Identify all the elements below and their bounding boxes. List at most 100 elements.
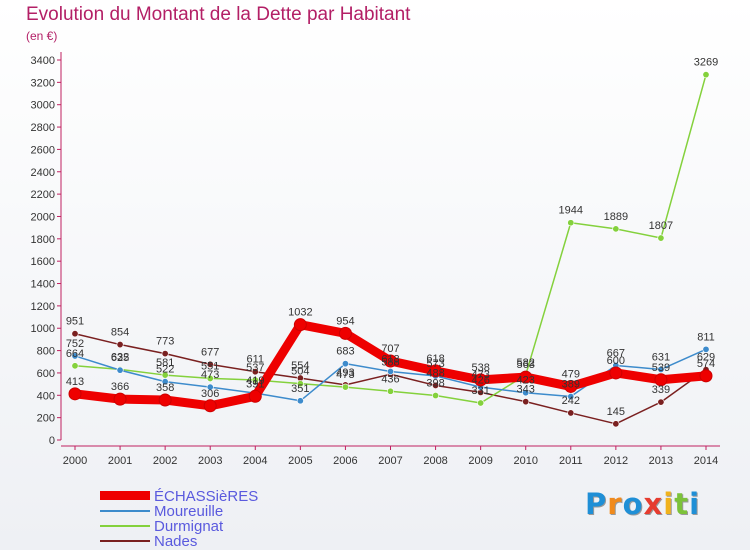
y-tick-label-1600: 1600 — [31, 256, 55, 268]
x-tick-label-2004: 2004 — [243, 455, 267, 467]
series-1-point-2003 — [206, 383, 214, 391]
series-0-point-2010 — [519, 370, 533, 384]
y-tick-label-600: 600 — [37, 368, 55, 380]
x-tick-label-2007: 2007 — [378, 455, 402, 467]
series-0-point-2011 — [564, 379, 578, 393]
series-1-point-2001 — [116, 366, 124, 374]
data-label-2-2013: 1807 — [649, 220, 673, 232]
x-tick-label-2001: 2001 — [108, 455, 132, 467]
legend-swatch-nades — [100, 540, 150, 542]
x-tick-label-2009: 2009 — [468, 455, 492, 467]
series-3-point-2011 — [567, 409, 575, 417]
legend-swatch-echassieres — [100, 491, 150, 500]
y-tick-label-2000: 2000 — [31, 211, 55, 223]
data-label-0-2000: 413 — [66, 376, 84, 388]
data-label-2-2002: 581 — [156, 357, 174, 369]
series-0-point-2000 — [68, 387, 82, 401]
data-label-0-2005: 1032 — [288, 307, 312, 319]
data-label-3-2011: 242 — [562, 395, 580, 407]
series-1-point-2005 — [296, 397, 304, 405]
data-label-0-2014: 574 — [697, 358, 715, 370]
series-2-point-2000 — [71, 362, 79, 370]
data-label-0-2003: 306 — [201, 388, 219, 400]
data-label-1-2001: 625 — [111, 352, 129, 364]
series-2-point-2009 — [477, 399, 485, 407]
data-label-2-2000: 664 — [66, 348, 84, 360]
data-label-1-2013: 631 — [652, 351, 670, 363]
data-label-2-2004: 537 — [246, 362, 264, 374]
data-label-3-2002: 773 — [156, 336, 174, 348]
series-2-point-2013 — [657, 234, 665, 242]
data-label-3-2000: 951 — [66, 316, 84, 328]
data-label-2-2010: 582 — [517, 357, 535, 369]
data-label-3-2006: 493 — [336, 367, 354, 379]
proxiti-logo: Proxiti — [585, 487, 701, 521]
series-1-point-2000 — [71, 352, 79, 360]
series-2-point-2004 — [251, 376, 259, 384]
x-tick-label-2003: 2003 — [198, 455, 222, 467]
data-label-1-2010: 423 — [517, 375, 535, 387]
series-2-point-2007 — [386, 387, 394, 395]
series-1-point-2006 — [341, 360, 349, 368]
data-label-0-2004: 391 — [246, 378, 264, 390]
data-label-2-2009: 331 — [471, 385, 489, 397]
series-0-point-2006 — [338, 326, 352, 340]
x-tick-label-2000: 2000 — [63, 455, 87, 467]
y-tick-label-1000: 1000 — [31, 323, 55, 335]
data-label-1-2002: 522 — [156, 364, 174, 376]
series-2-point-2014 — [702, 71, 710, 79]
chart-title: Evolution du Montant de la Dette par Hab… — [26, 4, 411, 25]
chart-subtitle: (en €) — [26, 29, 58, 43]
data-label-0-2010: 563 — [517, 359, 535, 371]
data-label-1-2008: 573 — [426, 358, 444, 370]
y-tick-label-0: 0 — [49, 435, 55, 447]
data-label-0-2013: 539 — [652, 362, 670, 374]
data-label-1-2004: 419 — [246, 375, 264, 387]
data-label-2-2007: 436 — [381, 373, 399, 385]
series-1-point-2013 — [657, 365, 665, 373]
data-label-3-2007: 588 — [381, 356, 399, 368]
data-label-2-2012: 1889 — [604, 211, 628, 223]
data-label-2-2005: 504 — [291, 366, 309, 378]
series-3-point-2003 — [206, 360, 214, 368]
legend-item-nades: Nades — [100, 533, 320, 550]
y-tick-label-2800: 2800 — [31, 122, 55, 134]
y-tick-label-400: 400 — [37, 390, 55, 402]
series-2-point-2006 — [341, 383, 349, 391]
x-tick-label-2005: 2005 — [288, 455, 312, 467]
data-label-1-2012: 667 — [607, 347, 625, 359]
data-label-3-2010: 343 — [517, 384, 535, 396]
legend-item-echassieres: ÉCHASSièRES — [100, 488, 320, 505]
legend-label-echassieres: ÉCHASSièRES — [154, 488, 259, 505]
data-label-0-2011: 479 — [562, 368, 580, 380]
legend-item-durmignat: Durmignat — [100, 518, 320, 535]
series-0-point-2001 — [113, 392, 127, 406]
series-2-point-2008 — [432, 392, 440, 400]
series-0-point-2007 — [384, 354, 397, 368]
x-tick-label-2010: 2010 — [513, 455, 537, 467]
data-label-1-2005: 351 — [291, 383, 309, 395]
data-label-2-2014: 3269 — [694, 57, 718, 69]
data-label-1-2006: 683 — [336, 346, 354, 358]
data-label-2-2011: 1944 — [559, 205, 583, 217]
y-tick-label-2400: 2400 — [31, 167, 55, 179]
series-0-point-2014 — [699, 369, 713, 383]
series-1-point-2010 — [522, 389, 530, 397]
y-tick-label-1200: 1200 — [31, 301, 55, 313]
x-tick-label-2011: 2011 — [559, 455, 583, 467]
series-2-point-2011 — [567, 219, 575, 227]
y-tick-label-1400: 1400 — [31, 279, 55, 291]
chart-legend: ÉCHASSièRES Moureuille Durmignat Nades — [100, 488, 320, 550]
series-0-point-2002 — [158, 393, 172, 407]
series-2-point-2012 — [612, 225, 620, 233]
series-0-point-2013 — [654, 373, 668, 387]
data-label-3-2004: 611 — [247, 354, 265, 366]
series-1-point-2014 — [702, 345, 710, 353]
data-label-3-2012: 145 — [607, 406, 625, 418]
data-label-0-2007: 707 — [381, 343, 399, 355]
series-0-point-2005 — [293, 318, 307, 332]
data-label-3-2001: 854 — [111, 327, 129, 339]
x-tick-label-2013: 2013 — [649, 455, 673, 467]
